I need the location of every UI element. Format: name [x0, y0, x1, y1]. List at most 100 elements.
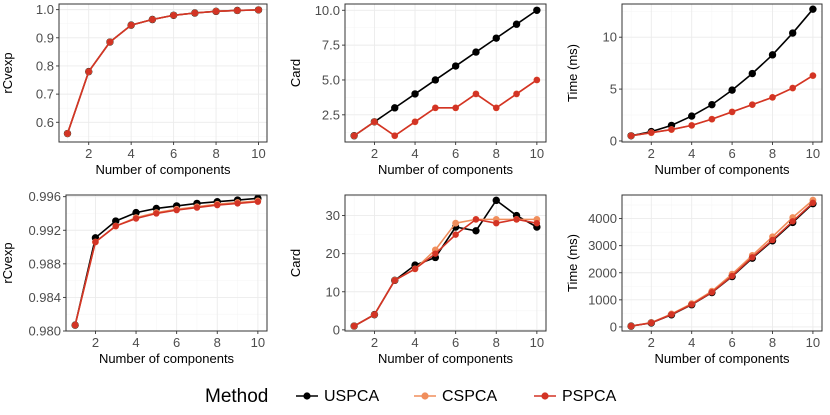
- data-point-pspca: [255, 6, 262, 14]
- x-axis-title: Number of components: [654, 162, 790, 177]
- y-tick-label: 7.5: [322, 38, 340, 53]
- series-line-pspca: [66, 9, 259, 134]
- y-axis-title: Time (ms): [565, 234, 580, 292]
- x-axis-title: Number of components: [95, 162, 231, 177]
- data-point-pspca: [234, 200, 241, 207]
- data-point-pspca: [214, 201, 221, 209]
- data-point-pspca: [533, 219, 541, 227]
- y-tick-label: 10.0: [315, 3, 340, 18]
- y-tick-label: 2.5: [322, 107, 340, 122]
- y-axis-title: rCvexp: [0, 242, 15, 283]
- data-point-cspca: [452, 219, 460, 227]
- y-tick-label: 0.992: [28, 223, 61, 238]
- data-point-uspca: [391, 104, 399, 112]
- series-line-pspca: [630, 74, 814, 137]
- data-point-uspca: [728, 86, 736, 94]
- data-point-pspca: [92, 238, 99, 246]
- y-tick-label: 0.984: [28, 290, 61, 305]
- x-tick-label: 10: [251, 335, 265, 350]
- data-point-uspca: [687, 112, 696, 120]
- legend-item-pspca: PSPCA: [534, 388, 617, 405]
- data-point-uspca: [708, 100, 716, 109]
- y-axis-title: Card: [288, 59, 303, 87]
- y-tick-label: 0.996: [28, 189, 61, 204]
- x-axis-title: Number of components: [654, 351, 790, 366]
- data-point-pspca: [688, 122, 695, 129]
- panel-background: [621, 194, 823, 332]
- data-point-pspca: [432, 250, 439, 257]
- x-tick-label: 2: [85, 146, 92, 161]
- data-point-pspca: [371, 118, 378, 125]
- x-axis-title: Number of components: [378, 351, 514, 366]
- y-tick-label: 10: [603, 30, 617, 45]
- y-tick-label: 1000: [588, 292, 617, 307]
- y-tick-label: 0.6: [36, 115, 54, 130]
- data-point-pspca: [127, 21, 135, 29]
- data-point-pspca: [472, 90, 480, 98]
- data-point-pspca: [728, 272, 736, 280]
- data-point-pspca: [391, 277, 398, 284]
- y-axis-title: Time (ms): [565, 44, 580, 102]
- panel-border: [65, 194, 268, 332]
- data-point-pspca: [627, 322, 635, 330]
- y-tick-label: 0.980: [28, 324, 61, 339]
- panel-border: [621, 3, 823, 143]
- y-tick-label: 0.9: [36, 30, 54, 45]
- data-point-uspca: [451, 62, 460, 70]
- x-tick-label: 2: [371, 146, 378, 161]
- data-point-pspca: [173, 206, 180, 214]
- chart-panel-5: 2 4 6 8 10 0 10 20 30 Number of components Card: [288, 194, 547, 366]
- panel-background: [621, 3, 823, 143]
- y-tick-label: 10: [326, 284, 340, 299]
- data-point-pspca: [708, 289, 716, 296]
- y-tick-label: 20: [326, 246, 340, 261]
- x-tick-label: 4: [688, 146, 695, 161]
- y-tick-label: 3000: [588, 238, 617, 253]
- x-tick-label: 8: [769, 335, 776, 350]
- x-tick-label: 2: [92, 335, 99, 350]
- series-line-uspca: [353, 9, 538, 137]
- x-tick-label: 4: [411, 146, 418, 161]
- data-point-pspca: [789, 84, 796, 92]
- data-point-pspca: [668, 311, 675, 318]
- x-tick-label: 8: [493, 335, 500, 350]
- y-tick-label: 2000: [588, 265, 617, 280]
- data-point-pspca: [106, 38, 114, 46]
- data-point-pspca: [411, 265, 419, 273]
- data-point-uspca: [112, 217, 120, 225]
- x-tick-label: 10: [806, 146, 820, 161]
- x-tick-label: 2: [648, 146, 655, 161]
- data-point-pspca: [789, 218, 796, 225]
- data-point-pspca: [149, 16, 156, 23]
- x-tick-label: 8: [769, 146, 776, 161]
- y-axis-title: Card: [288, 249, 303, 277]
- x-tick-label: 6: [452, 335, 459, 350]
- data-point-uspca: [748, 69, 757, 78]
- data-point-pspca: [64, 130, 71, 137]
- data-point-uspca: [132, 208, 140, 217]
- panel-background: [65, 194, 268, 332]
- data-point-pspca: [234, 7, 241, 14]
- y-tick-label: 0.988: [28, 256, 61, 271]
- y-tick-label: 0.7: [36, 87, 54, 102]
- data-point-pspca: [85, 68, 92, 75]
- x-tick-label: 4: [132, 335, 139, 350]
- panel-border: [58, 3, 268, 143]
- data-point-pspca: [452, 231, 459, 238]
- y-tick-label: 4000: [588, 211, 617, 226]
- data-point-pspca: [452, 104, 459, 112]
- series-line-pspca: [353, 218, 538, 327]
- data-point-uspca: [472, 48, 480, 56]
- data-point-pspca: [728, 108, 736, 116]
- legend: Method USPCA CSPCA PSPCA: [205, 386, 617, 407]
- data-point-pspca: [193, 204, 201, 211]
- x-tick-label: 4: [411, 335, 418, 350]
- x-tick-label: 6: [728, 146, 735, 161]
- data-point-pspca: [132, 215, 140, 222]
- legend-label: PSPCA: [562, 388, 617, 405]
- data-point-uspca: [472, 227, 480, 235]
- data-point-pspca: [411, 118, 419, 125]
- legend-key-point: [421, 392, 429, 400]
- x-tick-label: 10: [251, 146, 265, 161]
